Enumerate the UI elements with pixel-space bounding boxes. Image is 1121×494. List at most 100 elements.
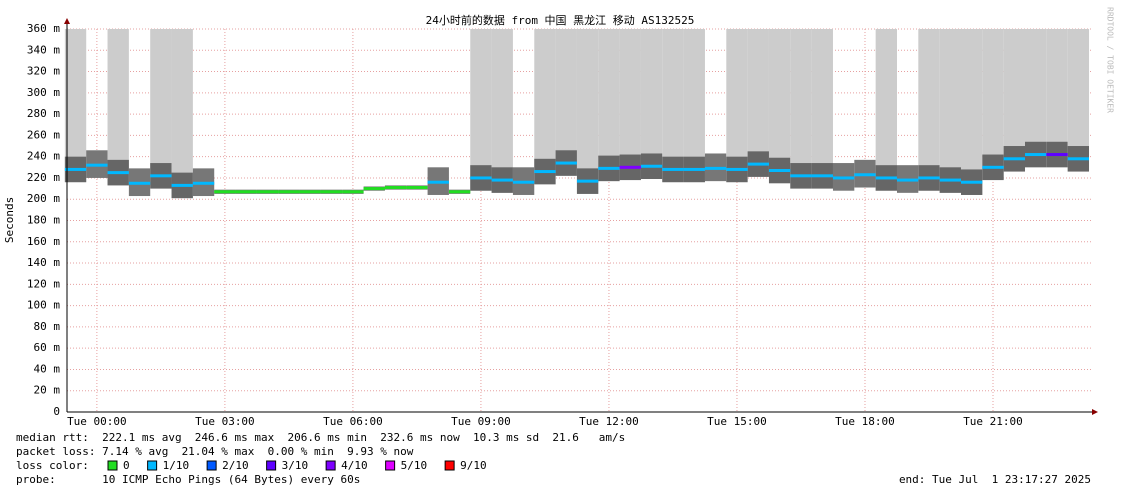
smoke: [726, 29, 748, 183]
plot-area: [64, 28, 1092, 413]
legend-swatch: [266, 460, 277, 471]
y-tick-label: 320 m: [27, 65, 60, 78]
median-rtt: [363, 187, 385, 191]
smoke: [768, 29, 791, 184]
median-rtt: [619, 165, 641, 169]
y-axis-label: Seconds: [3, 197, 16, 243]
median-rtt: [598, 166, 620, 170]
y-tick-label: 280 m: [27, 107, 60, 120]
x-tick-label: Tue 15:00: [707, 415, 767, 428]
median-rtt: [406, 186, 428, 190]
x-tick-label: Tue 12:00: [579, 415, 639, 428]
stats-line: packet loss: 7.14 % avg 21.04 % max 0.00…: [16, 445, 414, 458]
y-tick-label: 100 m: [27, 299, 60, 312]
legend-label: 4/10: [341, 459, 368, 472]
smoke: [1046, 29, 1068, 168]
median-rtt: [107, 171, 129, 175]
smoke: [640, 29, 663, 180]
median-rtt: [747, 162, 769, 166]
y-tick-label: 160 m: [27, 235, 60, 248]
median-rtt: [726, 167, 748, 171]
median-rtt: [534, 170, 556, 174]
watermark: RRDTOOL / TOBI OETIKER: [1106, 7, 1115, 113]
median-rtt: [662, 167, 684, 171]
y-tick-label: 300 m: [27, 86, 60, 99]
smoke: [598, 29, 620, 182]
x-tick-label: Tue 18:00: [835, 415, 895, 428]
median-rtt: [555, 161, 577, 165]
y-tick-label: 120 m: [27, 277, 60, 290]
median-rtt: [640, 164, 663, 168]
x-tick-label: Tue 06:00: [323, 415, 383, 428]
chart-title: 24小时前的数据 from 中国 黑龙江 移动 AS132525: [426, 13, 695, 27]
median-rtt: [491, 178, 513, 182]
y-tick-label: 0: [53, 405, 60, 418]
median-rtt: [1046, 153, 1068, 157]
smoke: [683, 29, 705, 183]
median-rtt: [342, 190, 364, 194]
smoke: [811, 29, 833, 189]
smoke: [491, 29, 513, 193]
median-rtt: [768, 168, 791, 172]
legend-swatch: [325, 460, 336, 471]
y-tick-label: 260 m: [27, 128, 60, 141]
y-tick-label: 40 m: [34, 362, 61, 375]
smoke: [619, 29, 641, 181]
median-rtt: [299, 190, 321, 194]
median-rtt: [896, 178, 919, 182]
median-rtt: [128, 181, 151, 185]
median-rtt: [320, 190, 343, 194]
median-rtt: [86, 163, 108, 167]
y-tick-label: 80 m: [34, 320, 61, 333]
smoke: [171, 29, 193, 199]
median-rtt: [1025, 153, 1047, 157]
median-rtt: [64, 167, 87, 171]
median-rtt: [278, 190, 300, 194]
median-rtt: [448, 190, 471, 194]
smoke: [939, 29, 961, 193]
x-tick-label: Tue 00:00: [67, 415, 127, 428]
smoke: [662, 29, 684, 183]
median-rtt: [427, 180, 449, 184]
y-tick-label: 140 m: [27, 256, 60, 269]
median-rtt: [939, 178, 961, 182]
legend-swatch: [107, 460, 118, 471]
loss-legend-label: loss color:: [16, 459, 89, 472]
median-rtt: [1003, 157, 1026, 161]
y-tick-label: 240 m: [27, 150, 60, 163]
smoke: [107, 29, 129, 186]
smoke: [64, 29, 87, 183]
median-rtt: [192, 181, 215, 185]
smoke: [470, 29, 492, 191]
y-tick-label: 60 m: [34, 341, 61, 354]
x-tick-label: Tue 03:00: [195, 415, 255, 428]
smoke: [1003, 29, 1026, 172]
legend-label: 9/10: [460, 459, 487, 472]
smoke: [555, 29, 577, 176]
smoke: [150, 29, 172, 189]
y-tick-label: 20 m: [34, 384, 61, 397]
median-rtt: [214, 190, 236, 194]
y-tick-label: 220 m: [27, 171, 60, 184]
legend-label: 1/10: [163, 459, 190, 472]
median-rtt: [1067, 157, 1090, 161]
legend-swatch: [385, 460, 396, 471]
y-tick-label: 200 m: [27, 192, 60, 205]
legend-label: 2/10: [222, 459, 249, 472]
legend-swatch: [147, 460, 158, 471]
y-arrow: [64, 18, 70, 24]
x-tick-label: Tue 09:00: [451, 415, 511, 428]
median-rtt: [512, 180, 535, 184]
median-rtt: [982, 165, 1004, 169]
median-rtt: [875, 176, 897, 180]
smoke: [747, 29, 769, 177]
median-rtt: [235, 190, 257, 194]
probe: probe: 10 ICMP Echo Pings (64 Bytes) eve…: [16, 473, 360, 486]
median-rtt: [811, 174, 833, 178]
median-rtt: [832, 176, 855, 180]
median-rtt: [470, 176, 492, 180]
median-rtt: [790, 174, 812, 178]
y-tick-label: 180 m: [27, 214, 60, 227]
x-arrow: [1092, 409, 1098, 415]
